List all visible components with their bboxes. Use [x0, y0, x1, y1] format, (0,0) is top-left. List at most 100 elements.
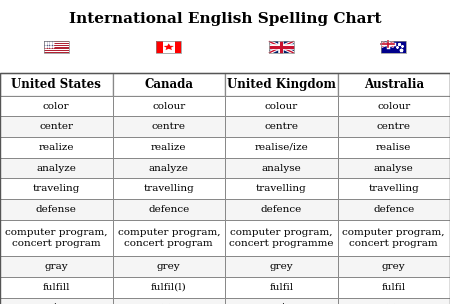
Text: computer program,
concert program: computer program, concert program — [5, 228, 108, 248]
Text: realize: realize — [151, 143, 186, 152]
Text: travelling: travelling — [144, 184, 194, 193]
Bar — [112, 158, 225, 178]
Bar — [225, 298, 338, 304]
Bar — [44, 44, 68, 45]
Bar — [338, 298, 450, 304]
Bar — [112, 199, 225, 220]
Bar — [0, 158, 112, 178]
Bar — [269, 41, 293, 53]
Text: fulfil: fulfil — [382, 283, 406, 292]
Bar — [225, 96, 338, 116]
Bar — [338, 277, 450, 298]
Bar — [225, 178, 338, 199]
Text: computer program,
concert programme: computer program, concert programme — [229, 228, 333, 248]
Text: travelling: travelling — [369, 184, 419, 193]
Text: United States: United States — [11, 78, 101, 91]
Bar — [225, 256, 338, 277]
Text: Australia: Australia — [364, 78, 424, 91]
Bar — [112, 178, 225, 199]
Text: defence: defence — [148, 205, 189, 214]
Text: fulfil: fulfil — [269, 283, 293, 292]
Bar — [225, 137, 338, 158]
Bar — [112, 256, 225, 277]
Bar — [382, 41, 406, 53]
Bar — [0, 116, 112, 137]
Bar — [338, 96, 450, 116]
Bar — [338, 73, 450, 96]
Text: analyse: analyse — [261, 164, 301, 173]
Bar — [225, 73, 338, 96]
Bar — [44, 41, 54, 47]
Bar — [157, 41, 181, 53]
Bar — [225, 116, 338, 137]
Text: centre: centre — [264, 122, 298, 131]
Text: ag(e)ing: ag(e)ing — [147, 303, 191, 304]
Text: analyze: analyze — [149, 164, 189, 173]
Text: defence: defence — [261, 205, 302, 214]
Text: center: center — [39, 122, 73, 131]
Text: aging: aging — [41, 303, 71, 304]
Text: color: color — [43, 102, 70, 111]
Bar — [338, 137, 450, 158]
Bar — [44, 51, 68, 52]
Bar — [0, 199, 112, 220]
Bar — [0, 178, 112, 199]
Text: realize: realize — [39, 143, 74, 152]
Text: fulfil(l): fulfil(l) — [151, 283, 187, 292]
Bar — [44, 49, 68, 50]
Bar — [112, 96, 225, 116]
Text: Canada: Canada — [144, 78, 193, 91]
Bar — [157, 41, 181, 53]
Bar — [0, 137, 112, 158]
Text: International English Spelling Chart: International English Spelling Chart — [69, 12, 381, 26]
Text: travelling: travelling — [256, 184, 306, 193]
Text: traveling: traveling — [32, 184, 80, 193]
Bar — [0, 73, 112, 96]
Text: colour: colour — [152, 102, 185, 111]
Text: realise: realise — [376, 143, 411, 152]
Bar — [112, 73, 225, 96]
Bar — [269, 41, 293, 53]
Bar — [112, 277, 225, 298]
Text: United Kingdom: United Kingdom — [227, 78, 336, 91]
Bar — [44, 46, 68, 47]
Text: centre: centre — [377, 122, 411, 131]
Bar — [112, 298, 225, 304]
Bar — [225, 199, 338, 220]
Bar — [338, 116, 450, 137]
Bar — [112, 220, 225, 256]
Text: computer program,
concert program: computer program, concert program — [117, 228, 220, 248]
Bar — [0, 256, 112, 277]
Bar — [338, 158, 450, 178]
Bar — [338, 256, 450, 277]
Bar — [0, 277, 112, 298]
Bar — [44, 41, 68, 53]
Text: grey: grey — [157, 262, 180, 271]
Bar — [44, 41, 68, 53]
Text: ageing: ageing — [264, 303, 299, 304]
Text: centre: centre — [152, 122, 186, 131]
Text: computer program,
concert program: computer program, concert program — [342, 228, 445, 248]
Text: colour: colour — [265, 102, 298, 111]
Text: realise/ize: realise/ize — [254, 143, 308, 152]
Bar — [44, 42, 68, 43]
Bar — [225, 277, 338, 298]
Bar — [225, 220, 338, 256]
Bar — [44, 47, 68, 48]
Bar — [112, 137, 225, 158]
Bar — [382, 41, 406, 53]
Text: fulfill: fulfill — [42, 283, 70, 292]
Text: colour: colour — [377, 102, 410, 111]
Bar — [338, 199, 450, 220]
Text: grey: grey — [270, 262, 293, 271]
Text: defence: defence — [373, 205, 414, 214]
Bar — [338, 220, 450, 256]
Bar — [112, 116, 225, 137]
Bar — [0, 220, 112, 256]
Bar — [0, 73, 450, 304]
Bar — [175, 41, 181, 53]
Bar — [0, 96, 112, 116]
Text: defense: defense — [36, 205, 76, 214]
Bar — [0, 298, 112, 304]
Bar — [157, 41, 162, 53]
